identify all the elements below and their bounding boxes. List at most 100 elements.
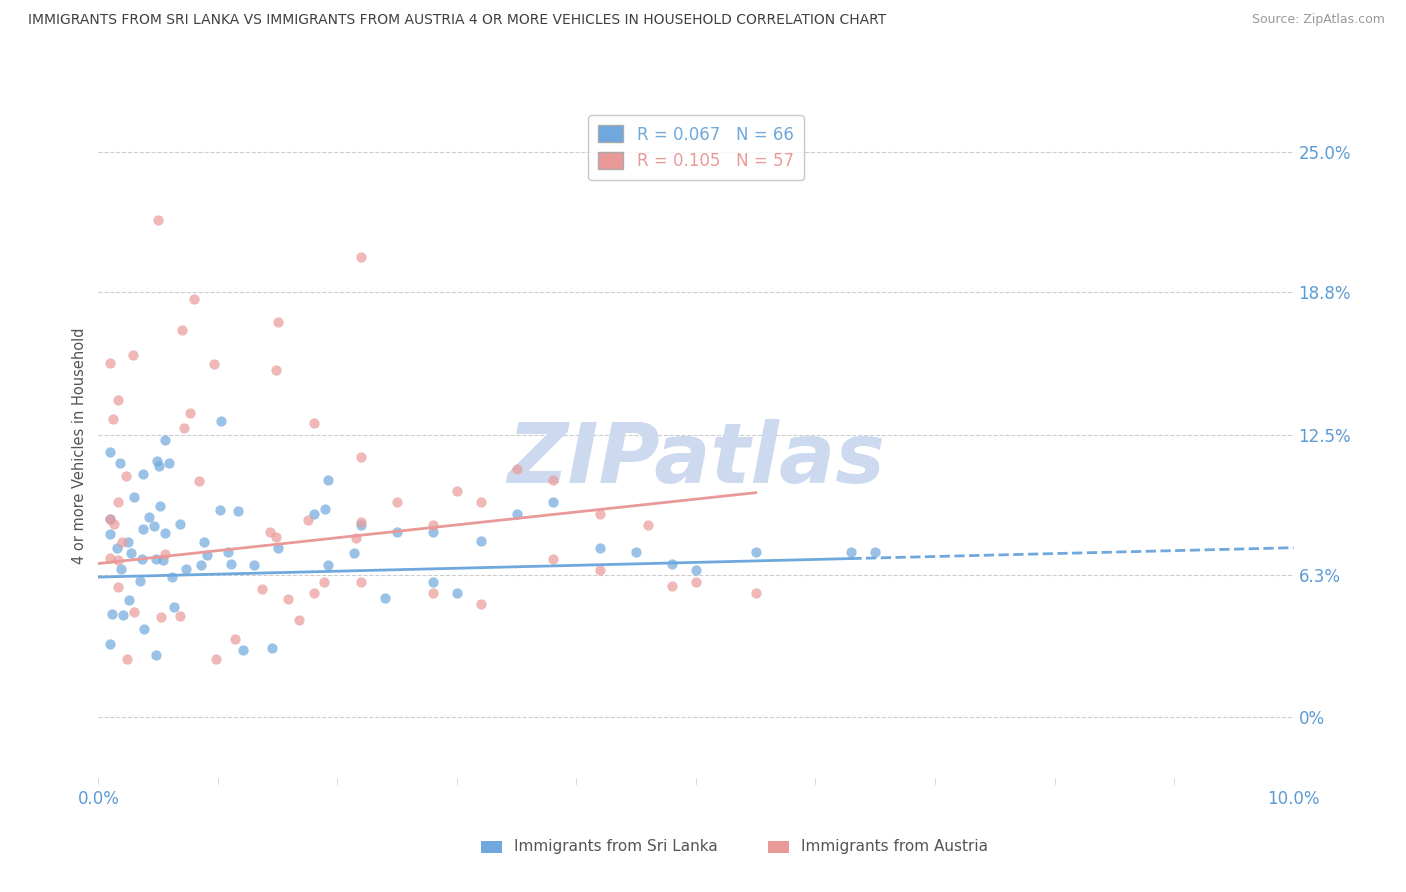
Point xyxy=(153,433,176,447)
Point xyxy=(217,545,239,559)
Point xyxy=(150,609,173,624)
Point xyxy=(110,561,132,575)
Point xyxy=(346,531,368,545)
Point xyxy=(589,507,612,521)
Point xyxy=(98,550,122,565)
Point xyxy=(153,526,176,541)
Point xyxy=(174,562,197,576)
Point xyxy=(115,651,138,665)
Point xyxy=(98,512,122,526)
Point xyxy=(841,545,863,559)
Point xyxy=(506,507,529,521)
Point xyxy=(422,574,444,589)
Point xyxy=(243,558,266,573)
Point xyxy=(98,527,122,541)
Point xyxy=(103,516,125,531)
Point xyxy=(267,541,290,555)
Point xyxy=(314,502,336,516)
Point xyxy=(385,495,409,509)
Point xyxy=(350,250,373,264)
Point xyxy=(107,541,129,556)
Point xyxy=(98,637,122,651)
Point xyxy=(98,512,122,526)
Point xyxy=(145,648,167,663)
Point xyxy=(224,632,246,646)
Point xyxy=(541,495,564,509)
Point xyxy=(350,450,373,465)
Point xyxy=(205,651,228,665)
Point xyxy=(350,574,373,589)
Point xyxy=(107,495,129,509)
Point xyxy=(190,558,212,572)
Point xyxy=(422,586,444,600)
Point xyxy=(422,518,444,533)
Point xyxy=(169,517,191,532)
Point xyxy=(107,580,129,594)
Point xyxy=(350,518,373,533)
Point xyxy=(193,534,215,549)
Point xyxy=(589,563,612,577)
Point xyxy=(626,545,648,559)
Point xyxy=(157,456,180,470)
Point xyxy=(122,348,145,362)
Point xyxy=(302,417,325,431)
Point xyxy=(865,545,887,559)
Point xyxy=(183,292,205,306)
Point xyxy=(122,605,145,619)
Point xyxy=(195,548,218,562)
Point xyxy=(169,608,191,623)
Text: Source: ZipAtlas.com: Source: ZipAtlas.com xyxy=(1251,13,1385,27)
Point xyxy=(374,591,396,605)
Point xyxy=(541,552,564,566)
Point xyxy=(302,507,325,521)
Point xyxy=(111,535,134,549)
Point xyxy=(117,535,139,549)
Point xyxy=(129,574,152,588)
Point xyxy=(277,591,299,606)
Text: ZIPatlas: ZIPatlas xyxy=(508,419,884,500)
Point xyxy=(661,557,683,571)
Point xyxy=(134,622,156,636)
Point xyxy=(101,412,124,426)
Point xyxy=(685,563,707,577)
Point xyxy=(145,551,167,566)
Point xyxy=(118,592,141,607)
Point xyxy=(252,582,274,597)
Point xyxy=(506,461,529,475)
Point xyxy=(470,597,492,611)
Y-axis label: 4 or more Vehicles in Household: 4 or more Vehicles in Household xyxy=(72,327,87,565)
Point xyxy=(637,518,659,533)
Point xyxy=(470,495,492,509)
Bar xyxy=(481,840,502,853)
Point xyxy=(148,459,170,474)
Point xyxy=(350,515,373,529)
Point xyxy=(98,356,122,370)
Point xyxy=(110,456,132,470)
Point xyxy=(262,641,284,656)
Point xyxy=(745,586,768,600)
Point xyxy=(98,444,122,458)
Point xyxy=(132,522,155,536)
Point xyxy=(685,574,707,589)
Point xyxy=(385,525,409,540)
Bar xyxy=(768,840,789,853)
Point xyxy=(131,551,153,566)
Point xyxy=(152,552,174,566)
Point xyxy=(470,533,492,548)
Point xyxy=(179,406,201,420)
Point xyxy=(446,484,468,499)
Point xyxy=(297,514,319,528)
Point xyxy=(124,490,146,504)
Point xyxy=(264,530,287,544)
Point xyxy=(107,392,129,407)
Point xyxy=(155,547,177,561)
Point xyxy=(267,315,290,329)
Point xyxy=(446,586,468,600)
Point xyxy=(745,545,768,559)
Point xyxy=(209,414,232,428)
Point xyxy=(101,607,124,622)
Point xyxy=(114,468,136,483)
Point xyxy=(112,608,135,623)
Point xyxy=(232,642,254,657)
Point xyxy=(163,600,186,615)
